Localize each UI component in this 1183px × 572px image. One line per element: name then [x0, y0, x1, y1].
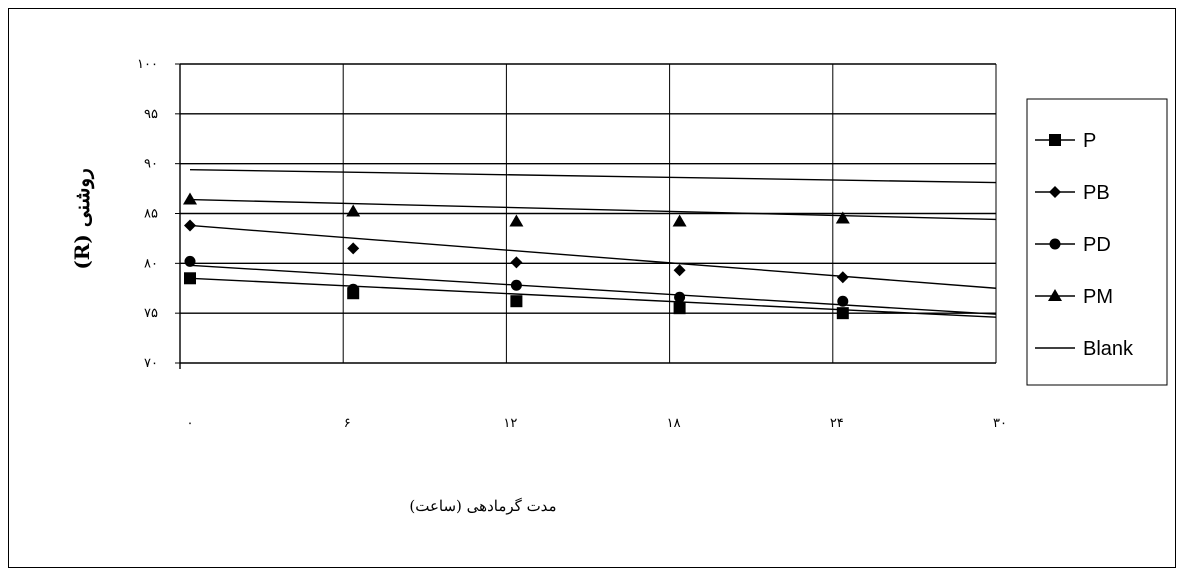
legend-marker-pd [1049, 238, 1061, 250]
trend-line-p [189, 277, 997, 318]
data-point-pd [510, 279, 522, 291]
legend-item-pd: PD [1035, 234, 1111, 256]
legend-label-pd: PD [1083, 234, 1111, 256]
data-point-pm [346, 204, 361, 217]
y-axis-title: روشنی (R) [70, 168, 95, 269]
data-point-pm [835, 211, 850, 224]
y-tick-label: ۸۰ [144, 256, 158, 271]
series-pd [184, 255, 997, 315]
legend-label-pb: PB [1083, 182, 1110, 204]
y-tick-label: ۹۰ [144, 157, 158, 172]
data-point-pb [347, 242, 360, 255]
data-point-pd [837, 295, 849, 307]
trend-line-pb [189, 224, 997, 289]
data-point-p [673, 302, 686, 315]
legend-label-p: P [1083, 130, 1096, 152]
legend-label-blank: Blank [1083, 338, 1134, 360]
trend-line-pd [189, 264, 997, 315]
y-tick-labels: ۷۰ ۷۵ ۸۰ ۸۵ ۹۰ ۹۵ ۱۰۰ [137, 57, 158, 371]
axes [175, 63, 996, 369]
y-tick-label: ۱۰۰ [137, 57, 158, 72]
series-blank [189, 168, 997, 184]
data-point-pm [183, 192, 197, 205]
x-tick-label: ۲۴ [830, 416, 844, 431]
trend-line-blank [189, 168, 997, 184]
legend-label-pm: PM [1083, 286, 1113, 308]
legend: P PB PD PM Blank [1026, 98, 1168, 386]
y-tick-label: ۸۵ [144, 207, 158, 222]
gridlines [180, 63, 997, 363]
legend-item-blank: Blank [1035, 338, 1134, 360]
y-tick-label: ۷۰ [144, 356, 158, 371]
trend-line-pm [189, 198, 997, 221]
data-point-pb [184, 219, 196, 232]
x-axis-title: مدت گرمادهی (ساعت) [409, 497, 556, 515]
data-point-p [836, 307, 849, 320]
data-point-pd [184, 255, 196, 267]
data-point-pd [674, 291, 686, 303]
data-point-p [184, 272, 196, 285]
series-pb [184, 219, 997, 289]
x-tick-label: ۱۲ [503, 416, 517, 431]
x-tick-label: ۰ [187, 416, 194, 431]
data-point-pm [672, 214, 687, 227]
legend-marker-pb [1049, 186, 1061, 198]
data-point-pb [510, 256, 523, 269]
data-point-p [510, 295, 523, 308]
data-point-pd [347, 283, 359, 295]
data-point-pm [509, 214, 524, 227]
legend-item-pb: PB [1035, 182, 1110, 204]
legend-item-p: P [1035, 130, 1096, 152]
line-chart: ۷۰ ۷۵ ۸۰ ۸۵ ۹۰ ۹۵ ۱۰۰ ۰ ۶ ۱۲ ۱۸ ۲۴ ۳۰ مدت گرمادهی (… [70, 57, 1168, 515]
y-tick-label: ۷۵ [144, 306, 158, 321]
x-tick-label: ۱۸ [667, 416, 681, 431]
legend-marker-pm [1048, 289, 1062, 301]
chart-frame: ۷۰ ۷۵ ۸۰ ۸۵ ۹۰ ۹۵ ۱۰۰ ۰ ۶ ۱۲ ۱۸ ۲۴ ۳۰ مدت گرمادهی (… [8, 8, 1176, 568]
series [183, 168, 997, 320]
y-tick-label: ۹۵ [144, 107, 158, 122]
legend-marker-p [1049, 134, 1061, 146]
data-point-pb [673, 264, 686, 277]
data-point-pb [836, 271, 849, 284]
x-tick-label: ۶ [344, 416, 351, 431]
series-pm [183, 192, 997, 227]
x-tick-labels: ۰ ۶ ۱۲ ۱۸ ۲۴ ۳۰ [187, 416, 1007, 431]
x-tick-label: ۳۰ [993, 416, 1007, 431]
legend-item-pm: PM [1035, 286, 1113, 308]
